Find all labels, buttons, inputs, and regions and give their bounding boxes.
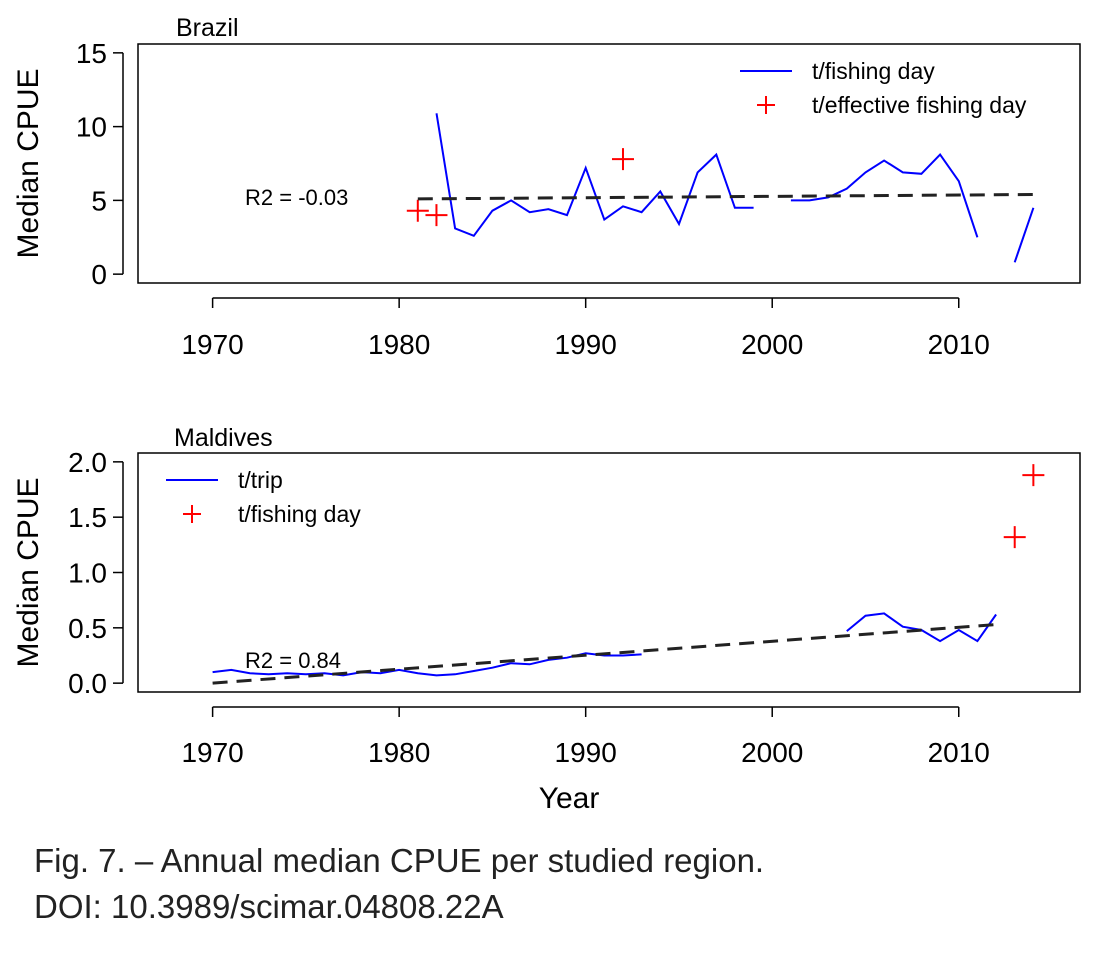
figure-canvas: Brazil Median CPUE 0 5 10 15 1970 1980 1990 2000 2… xyxy=(12,14,1081,815)
maldives-x-tick-label: 2010 xyxy=(928,737,990,768)
brazil-y-tick-label: 15 xyxy=(76,38,107,69)
maldives-y-tick-label: 1.5 xyxy=(68,502,107,533)
maldives-plus-point xyxy=(1003,526,1026,549)
maldives-x-tick-label: 1990 xyxy=(555,737,617,768)
brazil-x-tick-label: 1980 xyxy=(368,329,430,360)
maldives-legend-plus-swatch xyxy=(183,505,201,523)
maldives-x-tick-label: 1980 xyxy=(368,737,430,768)
maldives-x-axis-label: Year xyxy=(539,782,600,815)
maldives-y-tick-label: 2.0 xyxy=(68,447,107,478)
brazil-trend-line xyxy=(417,192,1034,201)
brazil-y-tick-label: 5 xyxy=(91,185,107,216)
brazil-series-line-segment xyxy=(1013,207,1035,263)
maldives-panel: Maldives Median CPUE 0.0 0.5 1.0 1.5 2.0 1970 19… xyxy=(12,424,1081,815)
brazil-legend-label: t/effective fishing day xyxy=(812,92,1027,118)
figure-caption-line1: Fig. 7. – Annual median CPUE per studied… xyxy=(34,842,765,879)
brazil-x-tick-label: 2000 xyxy=(741,329,803,360)
brazil-x-tick-label: 1990 xyxy=(555,329,617,360)
brazil-x-tick-label: 2010 xyxy=(928,329,990,360)
maldives-r2-annotation: R2 = 0.84 xyxy=(245,648,341,673)
brazil-y-tick-label: 0 xyxy=(91,259,107,290)
maldives-plus-point xyxy=(1022,464,1045,487)
maldives-y-tick-label: 1.0 xyxy=(68,558,107,589)
brazil-x-tick-label: 1970 xyxy=(181,329,243,360)
brazil-y-axis-label: Median CPUE xyxy=(12,68,45,258)
brazil-legend-plus-swatch xyxy=(757,96,775,114)
maldives-y-tick-label: 0.5 xyxy=(68,613,107,644)
maldives-trend-line xyxy=(212,623,997,685)
brazil-series-line-segment xyxy=(790,153,979,238)
maldives-legend-label: t/fishing day xyxy=(238,501,361,527)
maldives-y-tick-label: 0.0 xyxy=(68,668,107,699)
maldives-legend-label: t/trip xyxy=(238,467,283,493)
maldives-x-tick-label: 2000 xyxy=(741,737,803,768)
brazil-y-tick-label: 10 xyxy=(76,112,107,143)
maldives-x-tick-label: 1970 xyxy=(181,737,243,768)
brazil-r2-annotation: R2 = -0.03 xyxy=(245,185,348,210)
figure-caption-doi: DOI: 10.3989/scimar.04808.22A xyxy=(34,888,504,925)
brazil-plus-point xyxy=(425,204,448,227)
maldives-plot-frame xyxy=(137,452,1081,693)
brazil-plus-point xyxy=(611,148,634,171)
maldives-panel-title: Maldives xyxy=(174,424,273,452)
brazil-plus-point xyxy=(406,199,429,222)
maldives-series-line-segment xyxy=(212,652,642,677)
brazil-series-line-segment xyxy=(435,113,754,238)
brazil-plot-frame xyxy=(137,43,1081,284)
brazil-legend-label: t/fishing day xyxy=(812,58,935,84)
brazil-panel: Brazil Median CPUE 0 5 10 15 1970 1980 1990 2000 2… xyxy=(12,14,1081,360)
maldives-y-axis-label: Median CPUE xyxy=(12,477,45,667)
maldives-series-line-segment xyxy=(846,612,997,643)
brazil-panel-title: Brazil xyxy=(176,14,239,42)
